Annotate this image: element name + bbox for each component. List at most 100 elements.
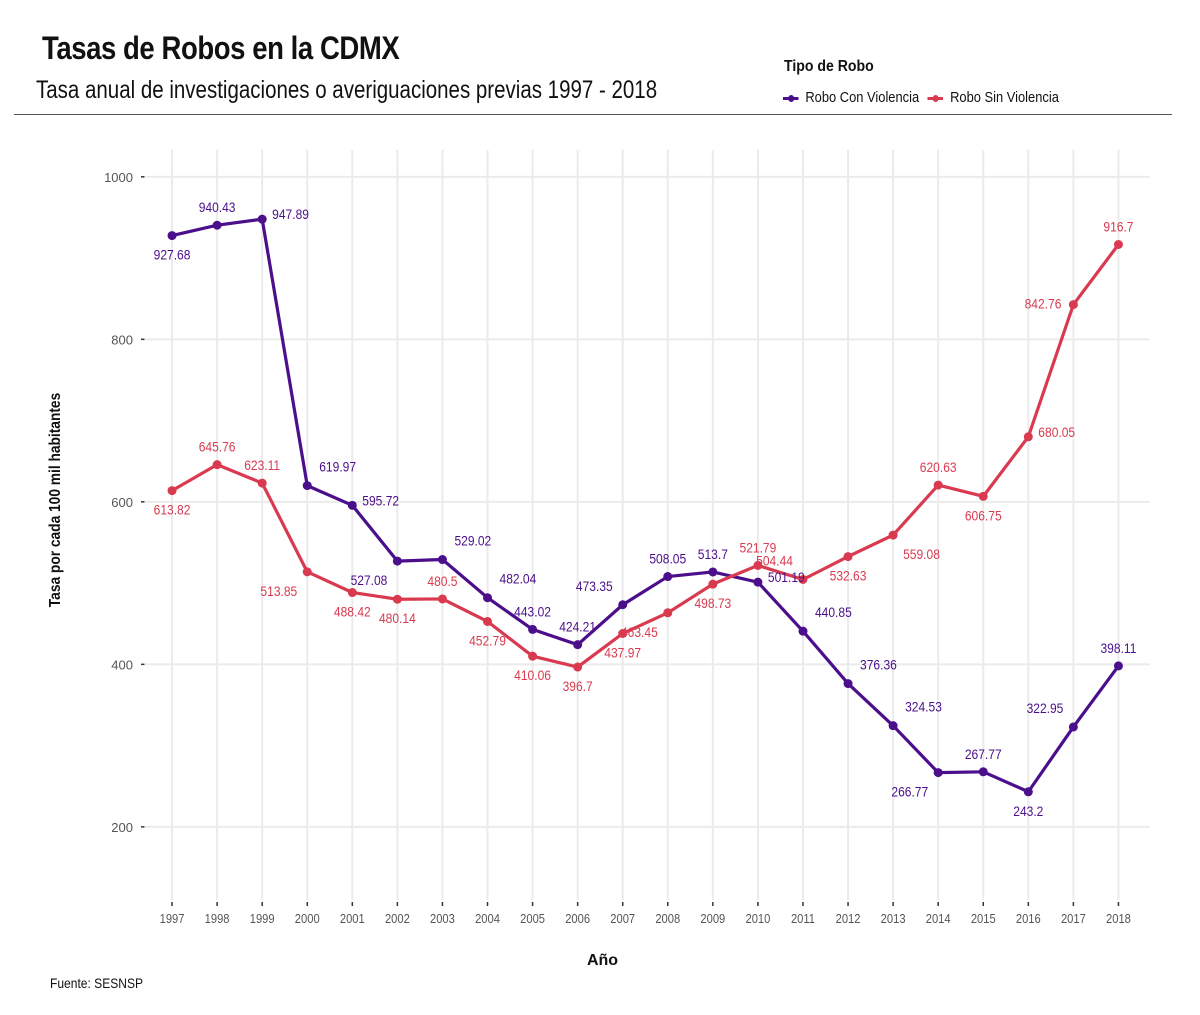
x-tick-label: 2004 bbox=[475, 911, 500, 926]
data-point-robo-con-violencia bbox=[663, 572, 673, 582]
legend-key-con-violencia-icon bbox=[783, 93, 799, 103]
data-label-robo-sin-violencia: 463.45 bbox=[621, 624, 658, 640]
source-note: Fuente: SESNSP bbox=[50, 975, 144, 991]
data-point-robo-con-violencia bbox=[1068, 722, 1078, 732]
x-tick-label: 2018 bbox=[1106, 911, 1131, 926]
y-tick-label: 1000 bbox=[104, 170, 133, 185]
data-point-robo-con-violencia bbox=[753, 577, 763, 587]
data-label-robo-con-violencia: 529.02 bbox=[454, 533, 491, 549]
data-label-robo-sin-violencia: 480.5 bbox=[427, 573, 457, 589]
data-point-robo-sin-violencia bbox=[1113, 240, 1123, 250]
x-tick-label: 2001 bbox=[340, 911, 365, 926]
data-point-robo-con-violencia bbox=[618, 600, 628, 610]
data-label-robo-sin-violencia: 521.79 bbox=[740, 540, 777, 556]
series-line-robo-con-violencia bbox=[171, 217, 1120, 794]
data-point-robo-sin-violencia bbox=[257, 478, 267, 488]
data-point-robo-sin-violencia bbox=[708, 579, 718, 589]
data-label-robo-sin-violencia: 452.79 bbox=[469, 633, 506, 649]
x-axis-title: Año bbox=[587, 952, 618, 969]
data-point-robo-con-violencia bbox=[1113, 661, 1123, 671]
data-label-robo-sin-violencia: 480.14 bbox=[379, 610, 416, 626]
data-label-robo-con-violencia: 322.95 bbox=[1027, 700, 1064, 716]
data-label-robo-sin-violencia: 613.82 bbox=[154, 502, 191, 518]
data-label-robo-con-violencia: 619.97 bbox=[319, 459, 356, 475]
x-tick-label: 1997 bbox=[160, 911, 185, 926]
data-point-robo-sin-violencia bbox=[437, 594, 447, 604]
data-point-robo-sin-violencia bbox=[347, 588, 357, 598]
x-tick-label: 2012 bbox=[836, 911, 861, 926]
data-label-robo-con-violencia: 376.36 bbox=[860, 657, 897, 673]
data-label-robo-con-violencia: 927.68 bbox=[154, 247, 191, 263]
data-label-robo-con-violencia: 595.72 bbox=[362, 492, 399, 508]
data-label-robo-con-violencia: 243.2 bbox=[1013, 803, 1043, 819]
data-point-robo-con-violencia bbox=[798, 626, 808, 636]
data-point-robo-sin-violencia bbox=[663, 608, 673, 618]
data-label-robo-sin-violencia: 437.97 bbox=[604, 645, 641, 661]
data-label-robo-sin-violencia: 410.06 bbox=[514, 667, 551, 683]
x-tick-label: 2006 bbox=[565, 911, 590, 926]
x-tick-label: 2013 bbox=[881, 911, 906, 926]
legend-title: Tipo de Robo bbox=[784, 58, 874, 75]
data-label-robo-con-violencia: 398.11 bbox=[1101, 640, 1137, 656]
legend: Robo Con Violencia Robo Sin Violencia bbox=[783, 89, 1067, 106]
data-label-robo-con-violencia: 513.7 bbox=[698, 546, 728, 562]
data-point-robo-sin-violencia bbox=[302, 567, 312, 577]
data-label-robo-sin-violencia: 504.44 bbox=[756, 553, 793, 569]
data-point-robo-con-violencia bbox=[167, 231, 177, 241]
data-label-robo-sin-violencia: 396.7 bbox=[563, 678, 593, 694]
x-tick-label: 2010 bbox=[745, 911, 770, 926]
data-point-robo-con-violencia bbox=[437, 555, 447, 565]
data-label-robo-con-violencia: 508.05 bbox=[649, 551, 686, 567]
data-point-robo-sin-violencia bbox=[483, 616, 493, 626]
data-label-robo-sin-violencia: 498.73 bbox=[694, 595, 731, 611]
data-label-robo-sin-violencia: 623.11 bbox=[244, 457, 280, 473]
y-tick-label: 800 bbox=[111, 332, 133, 347]
data-label-robo-con-violencia: 482.04 bbox=[500, 571, 537, 587]
data-point-robo-con-violencia bbox=[573, 640, 583, 650]
data-label-robo-con-violencia: 324.53 bbox=[905, 699, 942, 715]
data-label-robo-con-violencia: 527.08 bbox=[351, 572, 388, 588]
y-tick-label: 400 bbox=[111, 657, 133, 672]
data-point-robo-con-violencia bbox=[212, 220, 222, 230]
data-label-robo-sin-violencia: 532.63 bbox=[830, 568, 867, 584]
x-tick-label: 2003 bbox=[430, 911, 455, 926]
chart-title: Tasas de Robos en la CDMX bbox=[42, 30, 400, 66]
x-tick-label: 2007 bbox=[610, 911, 635, 926]
y-axis-title: Tasa por cada 100 mil habitantes bbox=[46, 393, 64, 607]
legend-item-con-violencia: Robo Con Violencia bbox=[783, 89, 919, 106]
axis-ticks: 1997 1998 1999 2000 2001 2002 2003 2004 2005 2006… bbox=[104, 170, 1131, 926]
data-label-robo-sin-violencia: 645.76 bbox=[199, 439, 236, 455]
data-label-robo-con-violencia: 473.35 bbox=[576, 578, 613, 594]
series-line-robo-sin-violencia bbox=[171, 243, 1120, 669]
grid bbox=[145, 150, 1150, 900]
data-labels: 927.68 940.43 947.89 619.97 595.72 527.08 529.… bbox=[154, 199, 1137, 819]
x-tick-label: 2017 bbox=[1061, 911, 1086, 926]
data-point-robo-sin-violencia bbox=[212, 460, 222, 470]
chart-subtitle: Tasa anual de investigaciones o averigua… bbox=[36, 76, 658, 104]
data-point-robo-sin-violencia bbox=[528, 651, 538, 661]
x-tick-label: 2016 bbox=[1016, 911, 1041, 926]
data-label-robo-con-violencia: 940.43 bbox=[199, 199, 236, 215]
x-tick-label: 2002 bbox=[385, 911, 410, 926]
data-point-robo-sin-violencia bbox=[753, 560, 763, 570]
x-tick-label: 2009 bbox=[700, 911, 725, 926]
data-label-robo-con-violencia: 267.77 bbox=[965, 746, 1002, 762]
data-point-robo-con-violencia bbox=[933, 768, 943, 778]
data-label-robo-con-violencia: 443.02 bbox=[514, 604, 551, 620]
data-label-robo-sin-violencia: 559.08 bbox=[903, 546, 940, 562]
data-point-robo-sin-violencia bbox=[1068, 300, 1078, 310]
data-label-robo-sin-violencia: 513.85 bbox=[260, 583, 297, 599]
data-point-robo-con-violencia bbox=[302, 481, 312, 491]
data-point-robo-con-violencia bbox=[843, 679, 853, 689]
x-tick-label: 1999 bbox=[250, 911, 275, 926]
y-tick-label: 600 bbox=[111, 495, 133, 510]
data-label-robo-con-violencia: 947.89 bbox=[272, 206, 309, 222]
legend-label-con-violencia: Robo Con Violencia bbox=[805, 89, 920, 106]
data-point-robo-con-violencia bbox=[528, 624, 538, 634]
data-point-robo-con-violencia bbox=[888, 721, 898, 731]
data-point-robo-sin-violencia bbox=[618, 629, 628, 639]
x-tick-label: 2015 bbox=[971, 911, 996, 926]
header-divider bbox=[14, 114, 1172, 115]
data-point-robo-con-violencia bbox=[347, 500, 357, 510]
